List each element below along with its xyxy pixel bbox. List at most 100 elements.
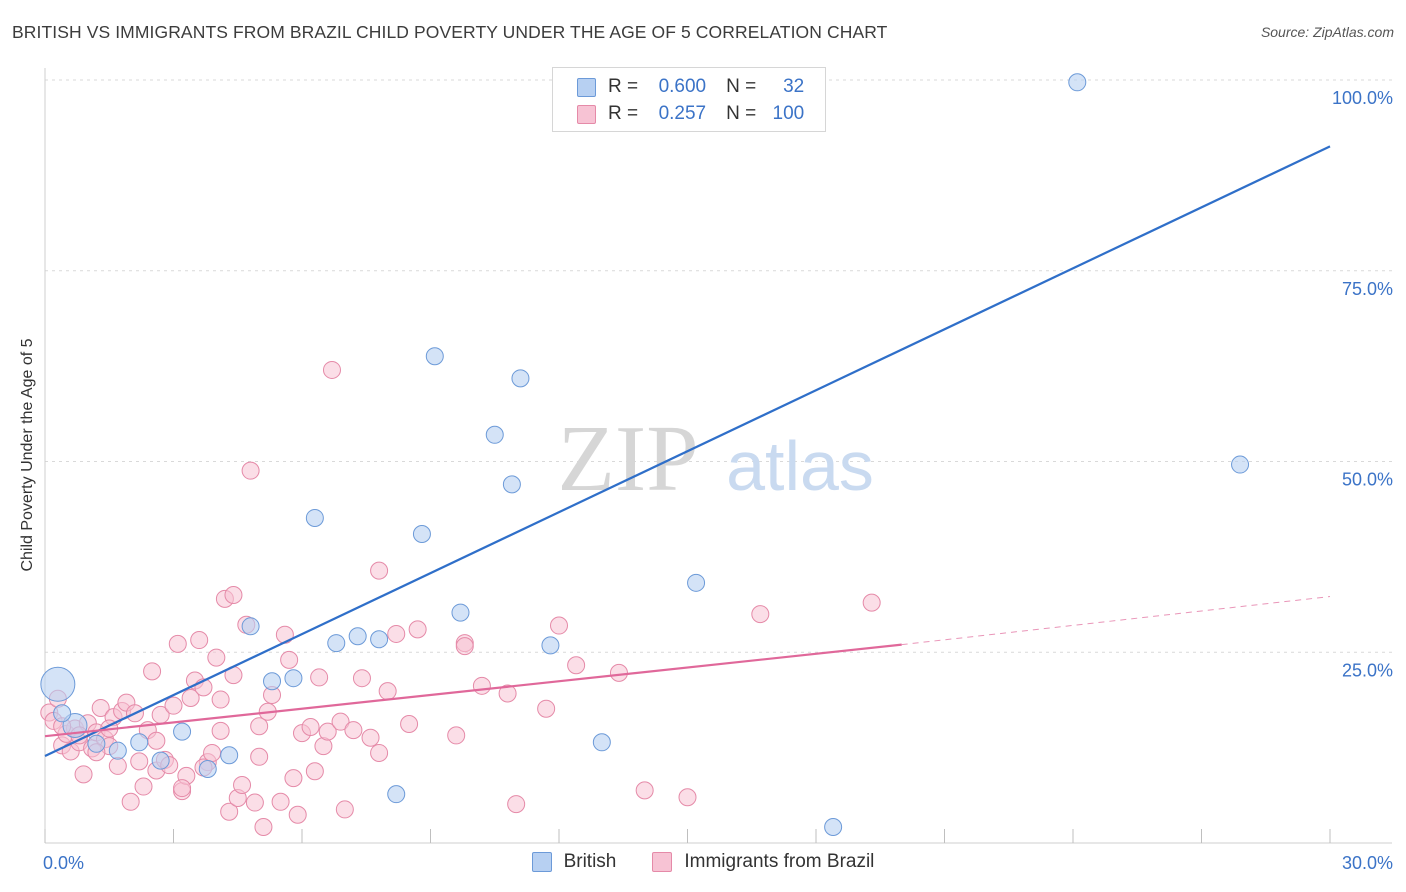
brazil-point[interactable]: [318, 722, 337, 741]
brazil-point[interactable]: [108, 756, 127, 775]
brazil-point[interactable]: [305, 762, 324, 781]
brazil-point[interactable]: [310, 668, 329, 687]
brazil-point[interactable]: [245, 793, 264, 812]
x-tick-label: 0.0%: [43, 853, 84, 873]
brazil-point[interactable]: [168, 634, 187, 653]
brazil-point[interactable]: [181, 689, 200, 708]
brazil-point[interactable]: [211, 690, 230, 709]
british-point[interactable]: [263, 672, 282, 691]
british-point[interactable]: [425, 347, 444, 366]
brazil-point[interactable]: [173, 779, 192, 798]
british-r-label: R =: [608, 76, 639, 97]
brazil-point[interactable]: [275, 625, 294, 644]
brazil-point[interactable]: [447, 726, 466, 745]
brazil-point[interactable]: [635, 781, 654, 800]
brazil-point[interactable]: [400, 714, 419, 733]
brazil-point[interactable]: [378, 682, 397, 701]
brazil-point[interactable]: [74, 765, 93, 784]
brazil-point[interactable]: [862, 593, 881, 612]
legend-british-label: British: [563, 851, 617, 872]
brazil-point[interactable]: [344, 721, 363, 740]
british-point[interactable]: [327, 634, 346, 653]
british-point[interactable]: [305, 508, 324, 527]
british-point[interactable]: [592, 733, 611, 752]
british-point[interactable]: [370, 630, 389, 649]
brazil-point[interactable]: [609, 663, 628, 682]
brazil-point[interactable]: [147, 731, 166, 750]
british-r-value: 0.600: [658, 76, 707, 97]
brazil-point[interactable]: [143, 662, 162, 681]
brazil-point[interactable]: [370, 743, 389, 762]
british-point[interactable]: [387, 785, 406, 804]
brazil-point[interactable]: [254, 817, 273, 836]
british-point[interactable]: [284, 669, 303, 688]
british-point[interactable]: [1068, 73, 1087, 92]
source-label: Source: ZipAtlas.com: [1260, 24, 1394, 40]
british-point[interactable]: [151, 751, 170, 770]
brazil-point[interactable]: [408, 620, 427, 639]
brazil-point[interactable]: [507, 795, 526, 814]
brazil-point[interactable]: [134, 777, 153, 796]
brazil-point[interactable]: [331, 712, 350, 731]
british-point[interactable]: [485, 425, 504, 444]
british-point[interactable]: [130, 733, 149, 752]
brazil-point[interactable]: [498, 684, 517, 703]
british-point[interactable]: [541, 636, 560, 655]
brazil-point[interactable]: [130, 752, 149, 771]
brazil-point[interactable]: [301, 718, 320, 737]
brazil-point[interactable]: [678, 788, 697, 807]
brazil-point[interactable]: [241, 461, 260, 480]
british-point[interactable]: [451, 603, 470, 622]
brazil-point[interactable]: [550, 616, 568, 635]
british-point[interactable]: [173, 722, 192, 741]
british-point[interactable]: [687, 573, 706, 592]
british-point[interactable]: [412, 524, 431, 543]
brazil-n-value: 100: [772, 103, 805, 124]
british-point[interactable]: [108, 741, 127, 760]
brazil-point[interactable]: [280, 650, 299, 669]
brazil-point[interactable]: [335, 800, 354, 819]
british-point[interactable]: [1231, 455, 1250, 474]
british-point[interactable]: [220, 746, 239, 765]
british-point[interactable]: [198, 759, 217, 778]
brazil-point[interactable]: [537, 699, 556, 718]
legend-item-brazil[interactable]: Immigrants from Brazil: [652, 851, 874, 873]
brazil-point[interactable]: [190, 631, 209, 650]
brazil-point[interactable]: [250, 747, 269, 766]
brazil-point[interactable]: [233, 776, 252, 795]
brazil-point[interactable]: [250, 717, 269, 736]
british-point[interactable]: [502, 475, 521, 494]
brazil-point[interactable]: [284, 769, 303, 788]
british-point[interactable]: [511, 369, 530, 388]
brazil-point[interactable]: [361, 728, 380, 747]
british-point[interactable]: [53, 704, 72, 723]
brazil-point[interactable]: [224, 586, 243, 605]
brazil-point[interactable]: [288, 805, 307, 824]
brazil-point[interactable]: [472, 676, 491, 695]
y-tick-label: 100.0%: [1332, 88, 1393, 108]
british-point[interactable]: [824, 817, 843, 836]
brazil-point[interactable]: [455, 637, 474, 656]
brazil-point[interactable]: [164, 696, 183, 715]
brazil-point[interactable]: [352, 669, 371, 688]
legend-item-british[interactable]: British: [531, 851, 617, 873]
british-point[interactable]: [87, 734, 106, 753]
brazil-point[interactable]: [751, 605, 770, 624]
legend-british-swatch: [531, 852, 552, 872]
brazil-point[interactable]: [207, 648, 226, 667]
brazil-trend-extension: [901, 596, 1331, 646]
brazil-point[interactable]: [220, 802, 239, 821]
brazil-point[interactable]: [211, 721, 230, 740]
british-point[interactable]: [40, 666, 76, 702]
brazil-point[interactable]: [91, 698, 110, 717]
brazil-point[interactable]: [567, 656, 586, 675]
brazil-point[interactable]: [271, 792, 290, 811]
brazil-point[interactable]: [121, 792, 140, 811]
british-point[interactable]: [348, 627, 367, 646]
brazil-point[interactable]: [370, 561, 389, 580]
brazil-point[interactable]: [387, 624, 406, 643]
british-n-label: N =: [726, 76, 757, 97]
british-point[interactable]: [241, 617, 260, 636]
brazil-point[interactable]: [322, 360, 341, 379]
